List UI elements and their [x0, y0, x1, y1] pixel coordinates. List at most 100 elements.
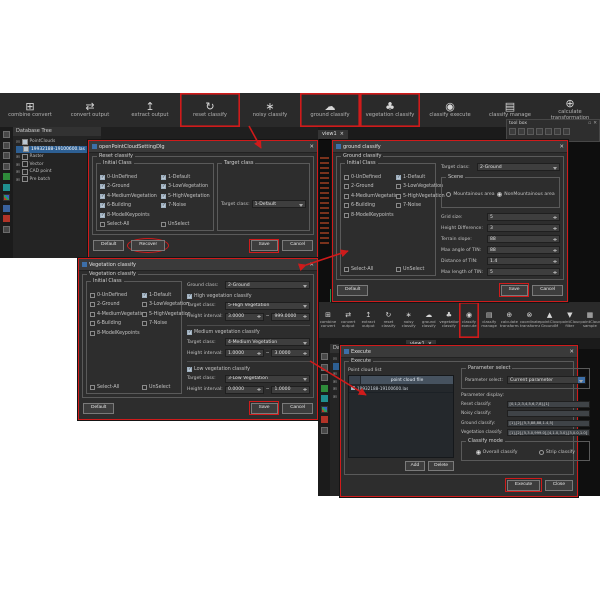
class-checkbox-1-default[interactable]: 1-Default [396, 174, 445, 180]
dialog-titlebar[interactable]: ground classify ✕ [333, 141, 567, 153]
class-checkbox-7-noise[interactable]: 7-Noise [396, 203, 445, 208]
toolbar-noisy-classify[interactable]: ∗ noisy classify [252, 100, 288, 119]
tab-close-icon[interactable]: × [427, 341, 432, 347]
class-checkbox-4-mediumvegetation[interactable]: 4-MediumVegetation [100, 193, 158, 199]
toolbar2-pointcloud-filter[interactable]: ▼ pointCloud filter [560, 310, 580, 328]
toolbar2-pointcloud-sample[interactable]: ▦ pointCloud sample [580, 310, 600, 328]
tree-item-vector[interactable]: ⊞Vector [16, 161, 44, 168]
toolbar-extract-output[interactable]: ↥ extract output [131, 100, 169, 119]
class-checkbox-1-default[interactable]: 1-Default [161, 174, 210, 180]
side-tool-icon[interactable] [3, 183, 10, 191]
class-checkbox-8-modelkeypoints[interactable]: 8-ModelKeypoints [90, 330, 140, 336]
side-tool-icon[interactable] [3, 225, 10, 233]
toolbar2-vegetation-classify[interactable]: ♣ vegetation classify [439, 310, 459, 328]
tab-view1[interactable]: view1 × [318, 130, 348, 139]
toolbar-calculate-transformation[interactable]: ⊕ calculate transformation [550, 97, 590, 121]
grid-size-input[interactable]: 5 [487, 213, 560, 222]
default-button[interactable]: Default [83, 402, 115, 414]
class-checkbox-0-undefined[interactable]: 0-UnDefined [344, 174, 393, 180]
save-button[interactable]: Save [250, 240, 278, 251]
toolbar-classify-execute[interactable]: ◉ classify execute [429, 100, 471, 119]
radio-nonmountainous-area[interactable]: NonMountainous area [497, 191, 555, 197]
toolbox-tool-icon[interactable] [545, 128, 552, 135]
class-checkbox-3-lowvegetation[interactable]: 3-LowVegetation [161, 184, 210, 189]
low-veg-interval-from[interactable]: 0.0000 [225, 385, 264, 394]
select-all-checkbox[interactable]: Select-All [344, 267, 393, 273]
class-checkbox-3-lowvegetation[interactable]: 3-LowVegetation [396, 184, 445, 189]
cancel-button[interactable]: Cancel [532, 284, 563, 296]
toolbar-convert-output[interactable]: ⇄ convert output [70, 100, 110, 119]
medium-veg-target-dropdown[interactable]: 4-Medium Vegetation [225, 338, 310, 346]
tree-checkbox[interactable] [21, 138, 28, 145]
save-button[interactable]: Save [500, 284, 528, 296]
toolbar-reset-classify[interactable]: ↻ reset classify [180, 93, 240, 127]
toolbox-tool-icon[interactable] [509, 128, 516, 135]
cancel-button[interactable]: Cancel [282, 402, 313, 414]
class-checkbox-8-modelkeypoints[interactable]: 8-ModelKeypoints [100, 212, 158, 218]
tree-checkbox[interactable] [21, 168, 28, 175]
side-tool-icon[interactable] [320, 363, 328, 371]
unselect-checkbox[interactable]: UnSelect [161, 222, 210, 228]
table-row[interactable]: 19932188-19100600.las [349, 384, 453, 393]
tree-item-pre-batch[interactable]: ⊞Pre batch [16, 176, 51, 183]
close-button[interactable]: Close [544, 479, 573, 491]
side-tool-icon[interactable] [320, 374, 328, 381]
low-veg-target-dropdown[interactable]: 3-Low Vegetation [225, 374, 310, 383]
side-tool-icon[interactable] [320, 426, 328, 434]
target-class-dropdown[interactable]: 1-Default [251, 200, 306, 208]
medium-vegetation-classify-checkbox[interactable]: Medium vegetation classify [187, 330, 310, 335]
delete-button[interactable]: Delete [428, 461, 454, 472]
class-checkbox-5-highvegetation[interactable]: 5-HighVegetation [161, 193, 210, 199]
select-all-checkbox[interactable]: Select-All [100, 222, 158, 228]
tree-item-las-file[interactable]: 19932188-19100600.las [16, 145, 101, 153]
tree-checkbox[interactable] [23, 146, 29, 153]
class-checkbox-6-building[interactable]: 6-Building [90, 321, 139, 326]
side-tool-icon[interactable] [3, 131, 10, 138]
high-vegetation-classify-checkbox[interactable]: High vegetation classify [187, 293, 310, 299]
medium-veg-interval-to[interactable]: 3.0000 [271, 349, 311, 357]
close-icon[interactable]: ✕ [309, 143, 314, 150]
class-checkbox-6-building[interactable]: 6-Building [100, 203, 158, 208]
toolbox-tool-icon[interactable] [518, 128, 525, 135]
close-icon[interactable]: ✕ [569, 348, 574, 355]
dialog-titlebar[interactable]: Vegetation classify ✕ [79, 259, 317, 271]
toolbar2-pointcloud-ground[interactable]: ▲ pointCloud GroundM [540, 310, 560, 328]
class-checkbox-6-building[interactable]: 6-Building [344, 203, 393, 208]
max-length-tin-input[interactable]: 5 [487, 268, 560, 277]
add-button[interactable]: Add [404, 461, 426, 472]
high-veg-interval-from[interactable]: 3.0000 [225, 312, 264, 321]
max-angle-tin-input[interactable]: 88 [487, 246, 560, 255]
class-checkbox-0-undefined[interactable]: 0-UnDefined [100, 174, 158, 180]
class-checkbox-4-mediumvegetation[interactable]: 4-MediumVegetation [344, 193, 401, 199]
pin-icon[interactable]: ▫ [588, 121, 592, 126]
tree-checkbox[interactable] [21, 153, 28, 160]
side-tool-icon[interactable] [3, 152, 10, 159]
toolbar-ground-classify[interactable]: ☁ ground classify [300, 93, 360, 127]
tab-close-icon[interactable]: × [339, 131, 344, 137]
toolbar2-classify-execute[interactable]: ◉ classify execute [459, 302, 479, 338]
side-tool-icon[interactable] [320, 395, 328, 402]
class-checkbox-7-noise[interactable]: 7-Noise [142, 321, 191, 326]
toolbox-tool-icon[interactable] [563, 128, 570, 135]
high-veg-target-dropdown[interactable]: 5-High Vegetation [225, 301, 310, 310]
row-checkbox[interactable] [351, 386, 356, 391]
save-button[interactable]: Save [250, 402, 278, 414]
toolbar-vegetation-classify[interactable]: ♣ vegetation classify [360, 93, 420, 127]
class-checkbox-3-lowvegetation[interactable]: 3-LowVegetation [142, 302, 191, 307]
toolbar2-calculate-transformation[interactable]: ⊕calculate transformation [499, 310, 520, 328]
toolbar2-convert-output[interactable]: ⇄ convert output [340, 310, 356, 328]
execute-button[interactable]: Execute [506, 479, 541, 491]
class-checkbox-4-mediumvegetation[interactable]: 4-MediumVegetation [90, 311, 147, 317]
toolbar2-noisy-classify[interactable]: ∗ noisy classify [401, 310, 416, 328]
side-tool-icon[interactable] [3, 141, 10, 149]
toolbar2-classify-manage[interactable]: ▤ classify manage [481, 310, 497, 328]
close-icon[interactable]: ✕ [593, 121, 597, 126]
side-tool-icon[interactable] [320, 416, 328, 423]
side-tool-icon[interactable] [3, 204, 10, 212]
select-all-checkbox[interactable]: Select-All [90, 385, 139, 391]
side-tool-icon[interactable] [3, 194, 10, 201]
toolbar-combine-convert[interactable]: ⊞ combine convert [8, 100, 52, 119]
height-difference-input[interactable]: 3 [487, 224, 560, 233]
tree-checkbox[interactable] [21, 161, 28, 168]
default-button[interactable]: Default [337, 284, 369, 296]
